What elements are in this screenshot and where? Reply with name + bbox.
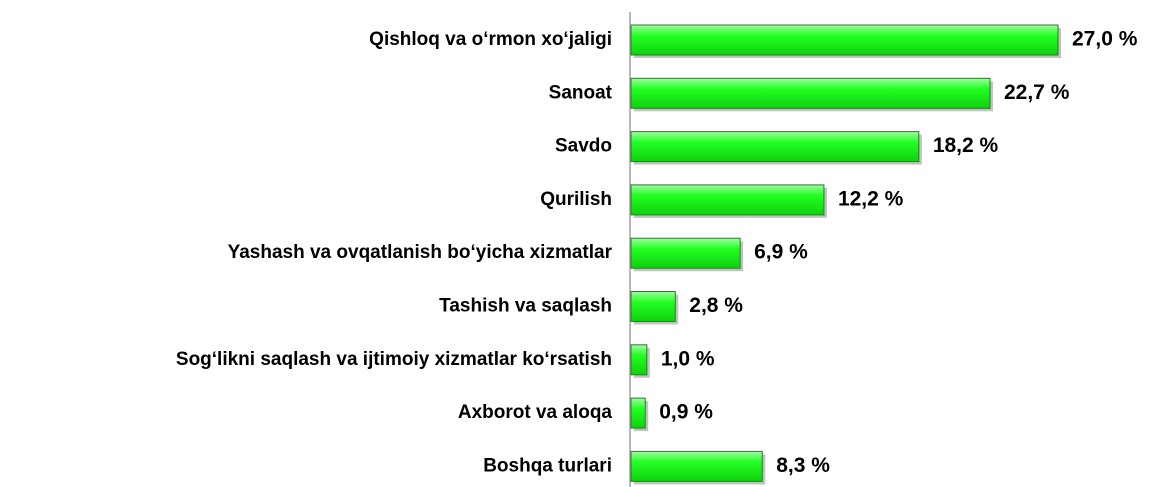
bar bbox=[630, 24, 1059, 56]
bar bbox=[630, 397, 646, 429]
bar bbox=[630, 184, 825, 216]
category-label: Tashish va saqlash bbox=[439, 296, 612, 317]
category-label: Boshqa turlari bbox=[483, 455, 612, 476]
value-label: 18,2 % bbox=[933, 134, 999, 157]
bar bbox=[630, 237, 741, 269]
bar bbox=[630, 77, 991, 109]
bar bbox=[630, 131, 920, 163]
category-label: Sanoat bbox=[549, 82, 613, 103]
value-label: 27,0 % bbox=[1072, 28, 1138, 51]
bar bbox=[630, 450, 763, 482]
category-label: Yashash va ovqatlanish bo‘yicha xizmatla… bbox=[228, 242, 613, 263]
category-label: Savdo bbox=[555, 136, 612, 157]
value-label: 12,2 % bbox=[838, 187, 904, 210]
bar bbox=[630, 291, 676, 322]
value-label: 0,9 % bbox=[659, 401, 713, 424]
category-label: Qurilish bbox=[540, 189, 612, 210]
value-label: 6,9 % bbox=[754, 241, 808, 264]
value-label: 22,7 % bbox=[1004, 81, 1070, 104]
category-label: Axborot va aloqa bbox=[458, 402, 613, 423]
value-label: 8,3 % bbox=[776, 454, 830, 477]
value-label: 1,0 % bbox=[661, 347, 715, 370]
bar bbox=[630, 344, 648, 376]
category-label: Qishloq va o‘rmon xo‘jaligi bbox=[369, 29, 612, 50]
value-label: 2,8 % bbox=[689, 294, 743, 317]
category-label: Sog‘likni saqlash va ijtimoiy xizmatlar … bbox=[176, 349, 612, 370]
